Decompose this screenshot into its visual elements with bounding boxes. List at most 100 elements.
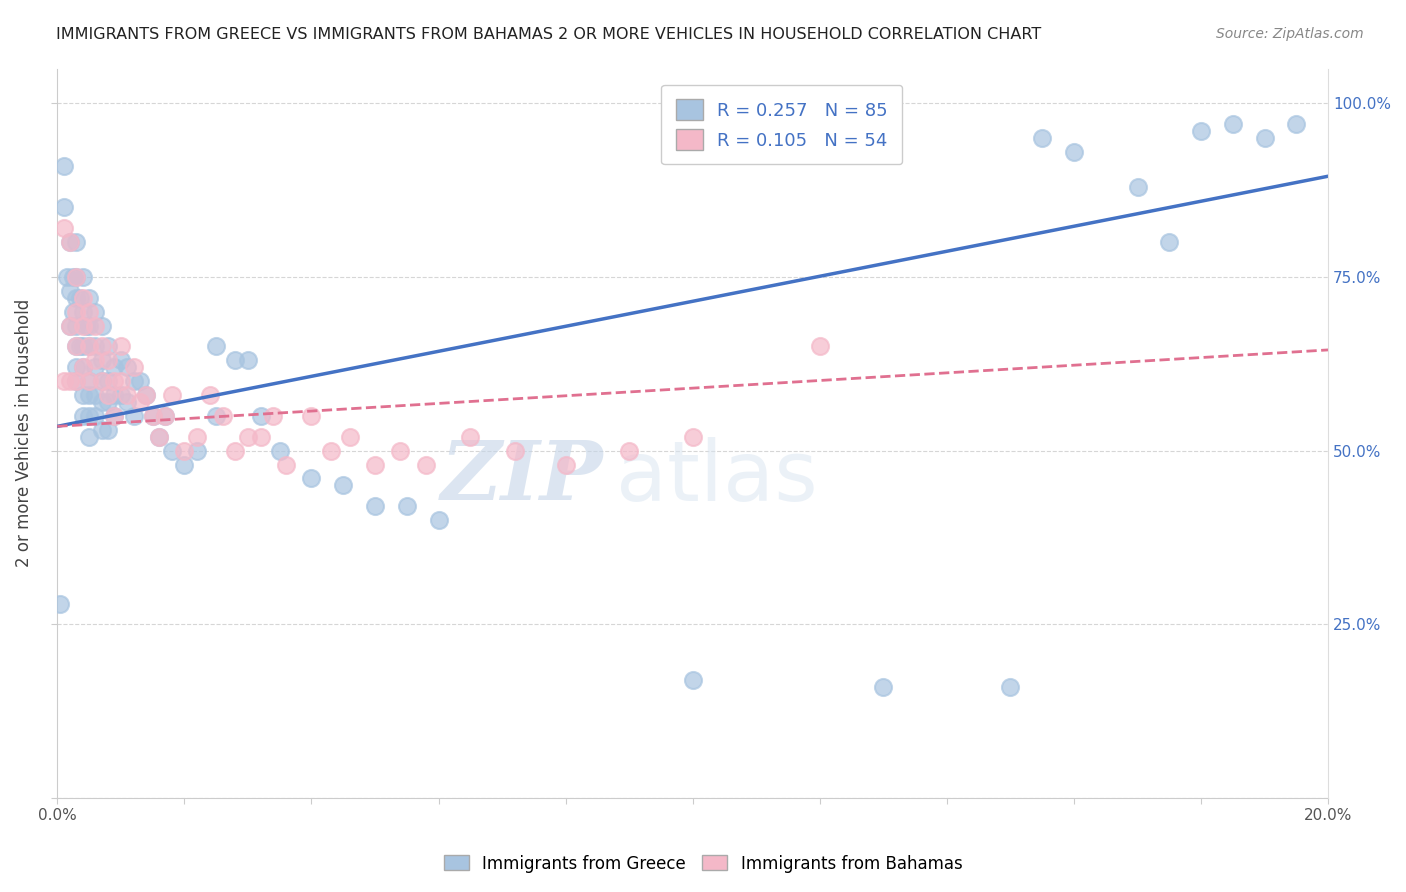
Point — [77, 374, 100, 388]
Point — [142, 409, 165, 423]
Point — [90, 395, 112, 409]
Point — [1063, 145, 1085, 159]
Point — [148, 430, 170, 444]
Point — [103, 409, 125, 423]
Point — [122, 360, 145, 375]
Point — [301, 471, 323, 485]
Point — [97, 388, 120, 402]
Point — [77, 318, 100, 333]
Point — [90, 423, 112, 437]
Point — [682, 430, 704, 444]
Point — [65, 374, 87, 388]
Point — [205, 339, 228, 353]
Point — [84, 304, 107, 318]
Point — [65, 235, 87, 250]
Point — [52, 159, 75, 173]
Point — [72, 388, 94, 402]
Point — [69, 339, 91, 353]
Point — [84, 360, 107, 375]
Point — [65, 291, 87, 305]
Point — [72, 339, 94, 353]
Y-axis label: 2 or more Vehicles in Household: 2 or more Vehicles in Household — [15, 299, 32, 567]
Point — [59, 235, 82, 250]
Point — [97, 339, 120, 353]
Point — [52, 201, 75, 215]
Point — [249, 430, 271, 444]
Point — [135, 388, 157, 402]
Point — [59, 284, 82, 298]
Point — [97, 423, 120, 437]
Point — [173, 443, 195, 458]
Point — [1000, 680, 1022, 694]
Point — [186, 443, 208, 458]
Point — [65, 318, 87, 333]
Point — [72, 291, 94, 305]
Point — [135, 388, 157, 402]
Point — [103, 388, 125, 402]
Point — [115, 395, 138, 409]
Point — [77, 304, 100, 318]
Point — [155, 409, 177, 423]
Point — [339, 430, 361, 444]
Point — [554, 458, 576, 472]
Point — [59, 235, 82, 250]
Text: ZIP: ZIP — [441, 437, 603, 517]
Point — [122, 409, 145, 423]
Point — [503, 443, 526, 458]
Point — [1189, 124, 1212, 138]
Point — [65, 339, 87, 353]
Text: atlas: atlas — [616, 436, 818, 517]
Point — [395, 500, 418, 514]
Point — [415, 458, 437, 472]
Text: Source: ZipAtlas.com: Source: ZipAtlas.com — [1216, 27, 1364, 41]
Point — [301, 409, 323, 423]
Point — [65, 360, 87, 375]
Point — [142, 409, 165, 423]
Point — [90, 374, 112, 388]
Point — [90, 318, 112, 333]
Point — [103, 374, 125, 388]
Point — [186, 430, 208, 444]
Point — [97, 353, 120, 368]
Point — [115, 360, 138, 375]
Point — [77, 374, 100, 388]
Point — [72, 304, 94, 318]
Point — [872, 680, 894, 694]
Point — [72, 409, 94, 423]
Point — [84, 339, 107, 353]
Point — [75, 318, 97, 333]
Point — [236, 353, 259, 368]
Point — [65, 269, 87, 284]
Point — [65, 374, 87, 388]
Point — [198, 388, 221, 402]
Point — [122, 374, 145, 388]
Point — [90, 339, 112, 353]
Point — [97, 374, 120, 388]
Point — [262, 409, 284, 423]
Point — [269, 443, 291, 458]
Point — [52, 374, 75, 388]
Point — [77, 388, 100, 402]
Point — [110, 388, 132, 402]
Point — [319, 443, 342, 458]
Point — [84, 409, 107, 423]
Point — [84, 318, 107, 333]
Point — [617, 443, 640, 458]
Point — [1222, 117, 1244, 131]
Point — [72, 360, 94, 375]
Point — [224, 353, 246, 368]
Point — [84, 388, 107, 402]
Point — [173, 458, 195, 472]
Point — [72, 360, 94, 375]
Point — [69, 291, 91, 305]
Point — [62, 304, 84, 318]
Point — [49, 597, 72, 611]
Point — [808, 339, 831, 353]
Legend: Immigrants from Greece, Immigrants from Bahamas: Immigrants from Greece, Immigrants from … — [437, 848, 969, 880]
Point — [148, 430, 170, 444]
Point — [59, 318, 82, 333]
Point — [97, 395, 120, 409]
Point — [115, 388, 138, 402]
Point — [129, 374, 152, 388]
Point — [56, 269, 79, 284]
